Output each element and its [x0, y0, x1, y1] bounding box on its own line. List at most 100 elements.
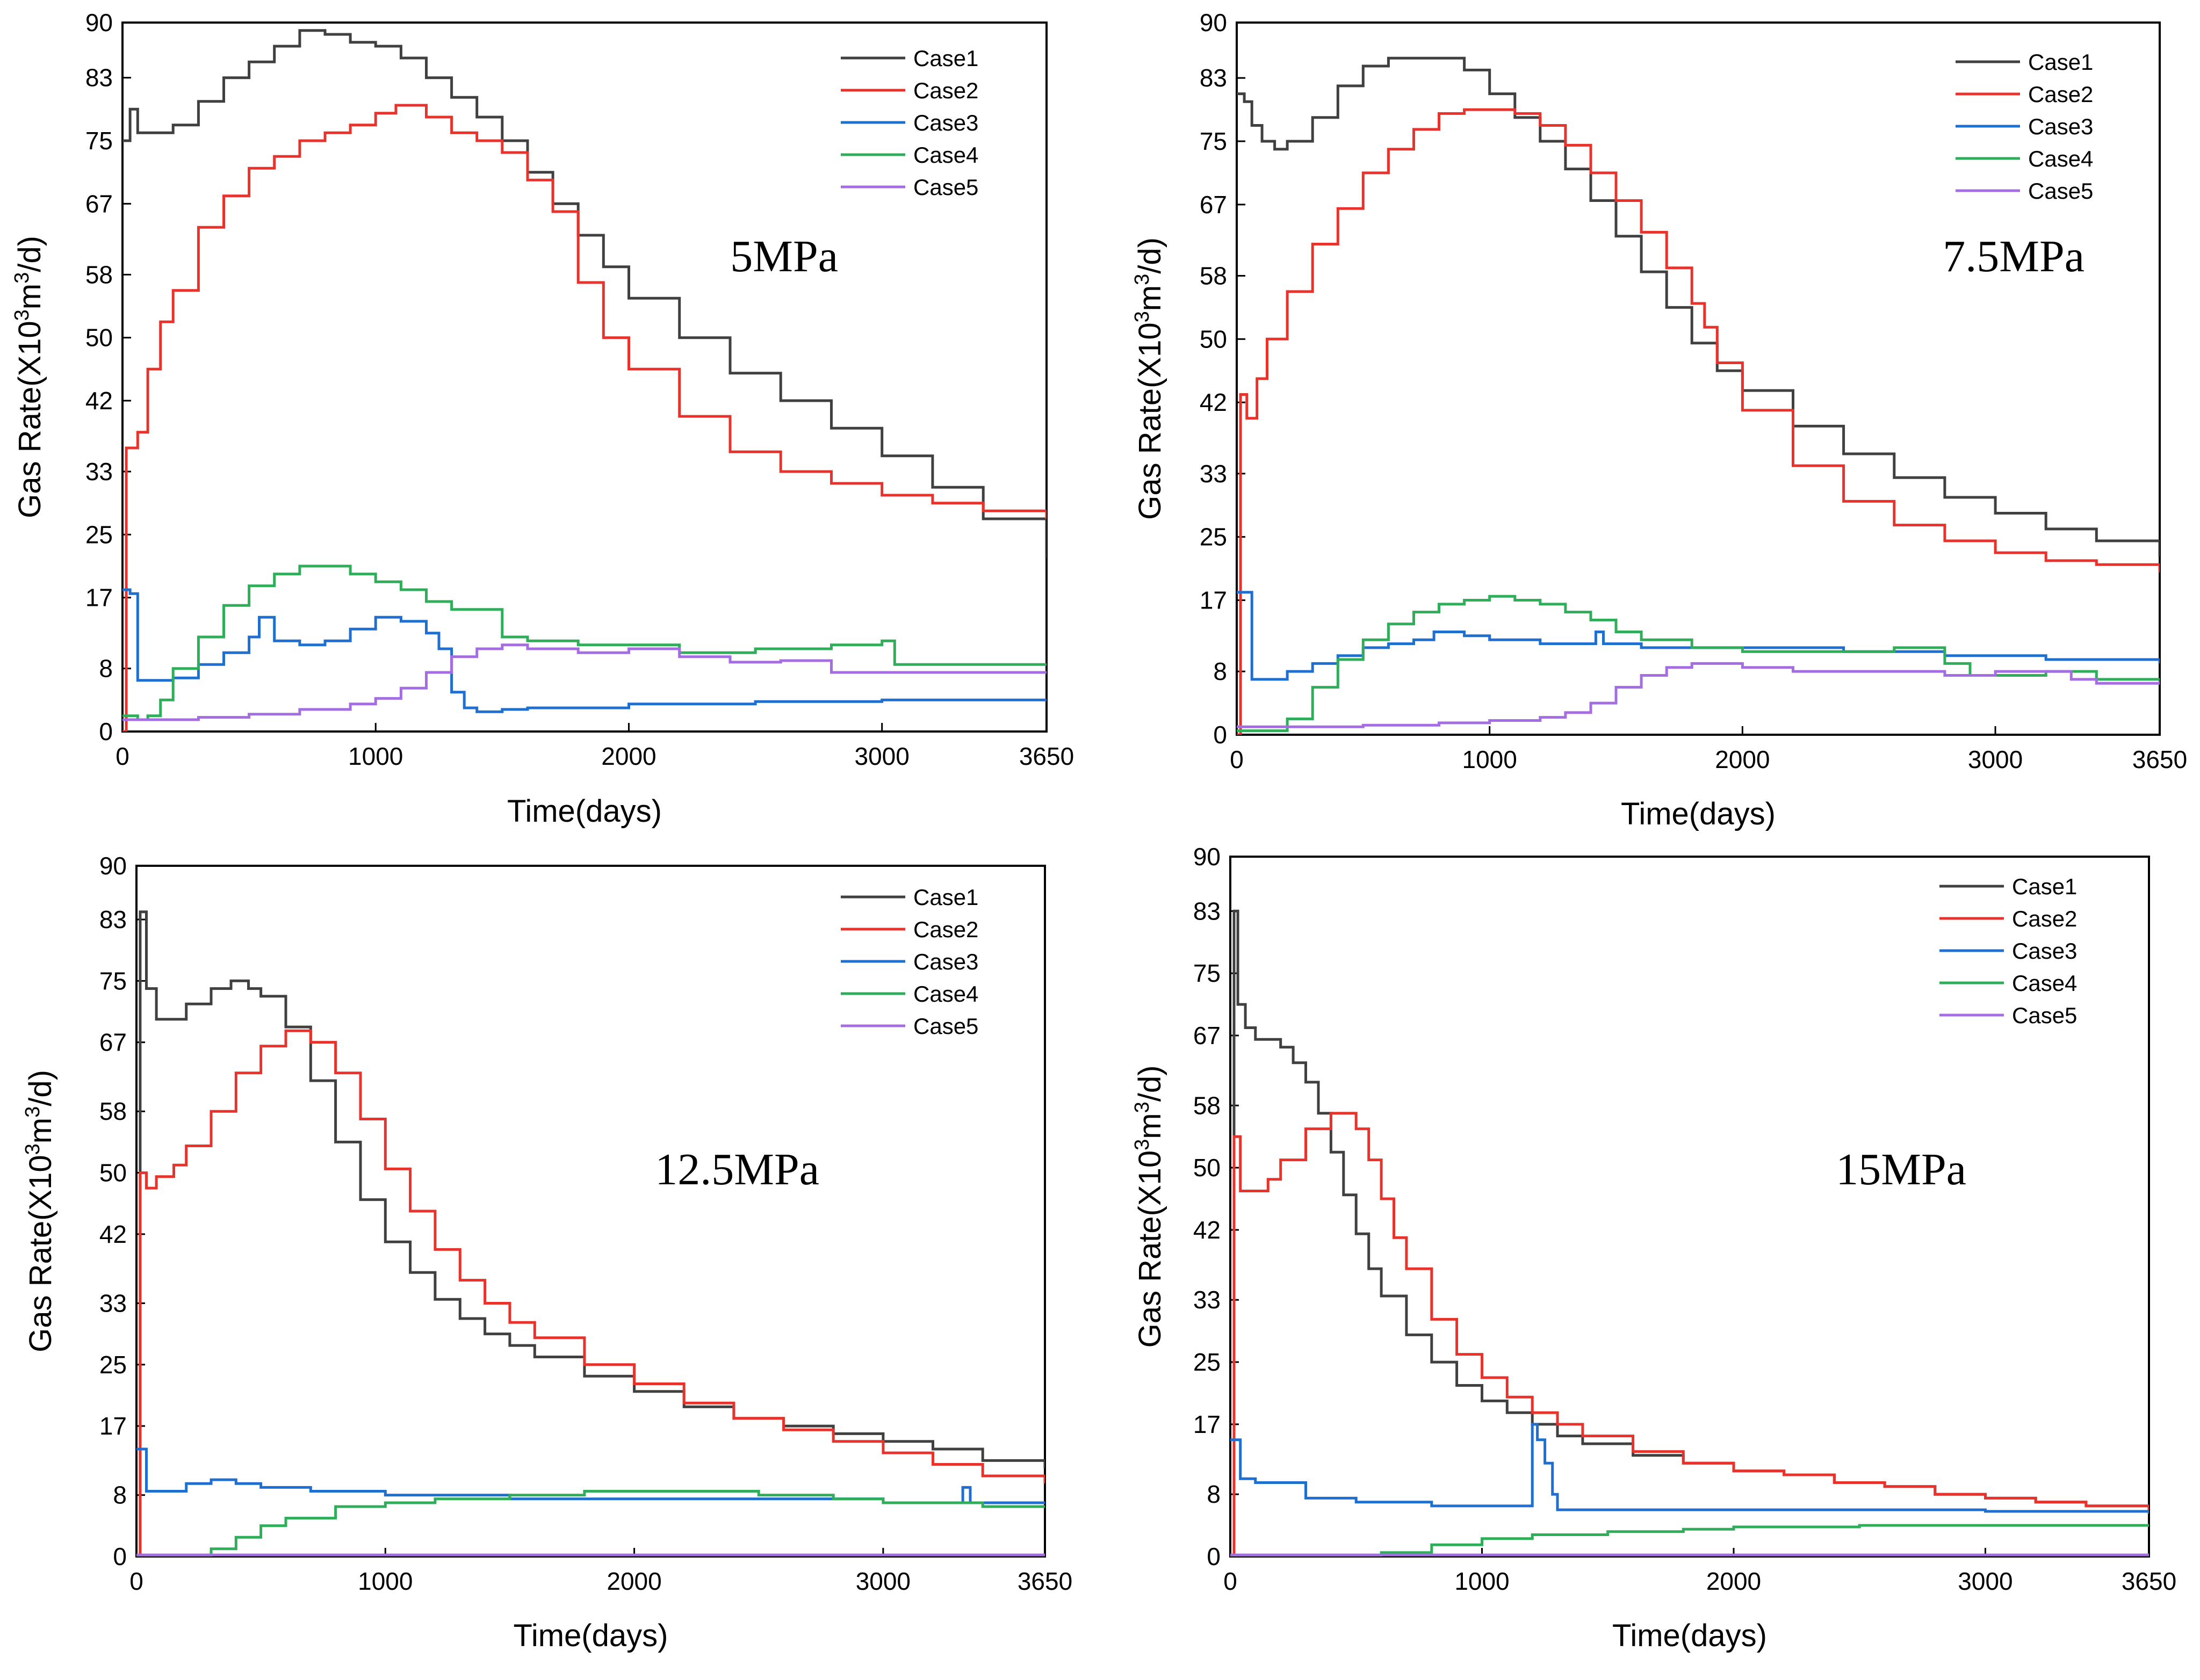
y-tick-label: 8 [1213, 657, 1227, 685]
legend-label-case3: Case3 [2028, 114, 2093, 139]
y-tick-label: 58 [85, 260, 113, 288]
y-tick-label: 17 [99, 1412, 127, 1440]
pressure-annotation: 15MPa [1836, 1145, 1966, 1194]
y-tick-label: 58 [1200, 262, 1227, 289]
y-axis-title-part: /d) [12, 236, 47, 272]
series-line-case4 [1237, 595, 2160, 733]
y-tick-label: 0 [99, 718, 113, 745]
y-tick-label: 0 [1213, 721, 1227, 749]
series-line-case3 [136, 1447, 1045, 1504]
y-tick-label: 90 [85, 9, 113, 37]
legend-label-case4: Case4 [2012, 971, 2077, 996]
y-tick-label: 83 [1193, 897, 1221, 925]
x-tick-label: 0 [116, 742, 129, 770]
legend-label-case4: Case4 [2028, 146, 2093, 171]
y-axis-title-part: Gas Rate(X10 [23, 1155, 58, 1352]
y-tick-label: 67 [1200, 191, 1227, 219]
x-tick-label: 2000 [1715, 745, 1770, 773]
y-tick-label: 42 [1193, 1216, 1221, 1244]
y-tick-label: 33 [1193, 1286, 1221, 1314]
y-tick-label: 33 [1200, 460, 1227, 488]
x-tick-label: 1000 [348, 742, 403, 770]
x-tick-label: 0 [1230, 745, 1244, 773]
y-axis-title-superscript: 3 [11, 309, 33, 321]
series-line-case2 [1230, 1112, 2149, 1556]
legend-label-case2: Case2 [913, 917, 978, 942]
x-tick-label: 0 [129, 1567, 143, 1595]
y-tick-label: 25 [1200, 523, 1227, 551]
y-tick-label: 90 [1193, 843, 1221, 871]
legend-label-case5: Case5 [2012, 1003, 2077, 1028]
y-axis-title-part: Gas Rate(X10 [1133, 322, 1167, 520]
y-tick-label: 8 [1207, 1480, 1221, 1508]
y-tick-label: 75 [99, 967, 127, 995]
x-axis-title: Time(days) [1621, 796, 1776, 831]
x-tick-label: 1000 [1454, 1567, 1509, 1595]
x-tick-label: 2000 [607, 1567, 661, 1595]
x-tick-label: 3650 [1019, 742, 1074, 770]
legend-label-case3: Case3 [2012, 938, 2077, 964]
legend-label-case3: Case3 [913, 949, 978, 974]
y-tick-label: 50 [85, 324, 113, 352]
plot-frame [1236, 21, 2161, 736]
y-tick-label: 0 [113, 1543, 127, 1570]
plot-frame [1229, 856, 2150, 1558]
y-axis-title-part: /d) [1133, 1066, 1167, 1102]
legend: Case1 Case2 Case3 Case4 Case5 [841, 885, 978, 1039]
legend-label-case3: Case3 [913, 110, 978, 135]
series-line-case4 [1230, 1524, 2149, 1556]
x-axis-title: Time(days) [1612, 1618, 1767, 1653]
y-axis-title-part: m [12, 284, 47, 309]
y-tick-label: 25 [1193, 1348, 1221, 1376]
series-line-case1 [1230, 909, 2149, 1556]
series-line-case4 [122, 564, 1047, 721]
pressure-annotation: 12.5MPa [655, 1145, 819, 1194]
x-tick-label: 3650 [1018, 1567, 1072, 1595]
legend-label-case5: Case5 [913, 175, 978, 200]
y-tick-label: 90 [1200, 9, 1227, 37]
x-axis-title: Time(days) [514, 1618, 668, 1653]
legend-label-case2: Case2 [2012, 906, 2077, 931]
y-tick-label: 75 [1193, 959, 1221, 987]
y-axis-title: Gas Rate(X103m3/d) [11, 236, 47, 518]
x-tick-label: 3650 [2132, 745, 2187, 773]
y-tick-label: 58 [99, 1097, 127, 1125]
y-axis-title: Gas Rate(X103m3/d) [1131, 237, 1167, 520]
y-tick-label: 83 [1200, 64, 1227, 92]
y-tick-label: 17 [85, 584, 113, 612]
y-tick-label: 33 [85, 458, 113, 486]
y-axis-title-part: m [1133, 1113, 1167, 1139]
x-tick-label: 1000 [358, 1567, 413, 1595]
series-line-case1 [122, 29, 1047, 559]
series-line-case3 [1230, 1423, 2149, 1514]
pressure-annotation: 5MPa [730, 231, 838, 281]
y-axis-title-part: Gas Rate(X10 [12, 321, 47, 518]
y-tick-label: 67 [85, 190, 113, 218]
y-tick-label: 83 [99, 906, 127, 933]
y-axis-title-superscript: 3 [1131, 311, 1153, 322]
y-tick-label: 42 [99, 1220, 127, 1248]
y-tick-label: 17 [1193, 1410, 1221, 1438]
y-tick-label: 90 [99, 852, 127, 880]
series-group [1237, 56, 2160, 735]
x-tick-label: 2000 [601, 742, 656, 770]
series-line-case1 [1237, 56, 2160, 557]
y-tick-label: 25 [85, 520, 113, 548]
legend-label-case4: Case4 [913, 142, 978, 168]
y-axis-title-part: /d) [23, 1070, 58, 1106]
y-axis-title: Gas Rate(X103m3/d) [21, 1070, 58, 1352]
y-tick-label: 83 [85, 64, 113, 92]
legend-label-case5: Case5 [2028, 178, 2093, 204]
legend: Case1 Case2 Case3 Case4 Case5 [841, 46, 978, 200]
series-group [122, 29, 1047, 732]
y-tick-label: 50 [1200, 325, 1227, 353]
x-tick-label: 0 [1223, 1567, 1237, 1595]
x-axis-title: Time(days) [507, 794, 662, 829]
y-axis-title: Gas Rate(X103m3/d) [1131, 1066, 1167, 1348]
legend-label-case2: Case2 [913, 78, 978, 103]
x-tick-label: 3000 [1958, 1567, 2013, 1595]
